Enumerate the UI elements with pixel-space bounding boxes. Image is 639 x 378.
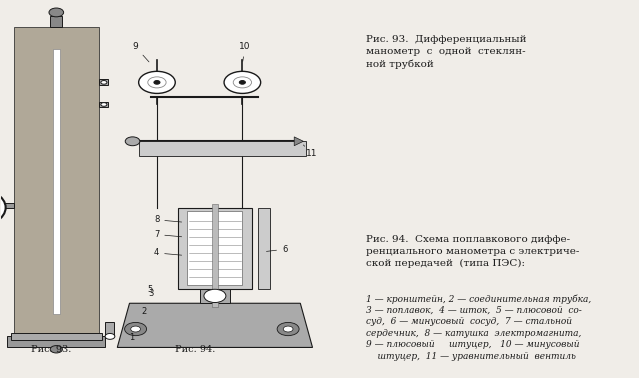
Text: Рис. 93.  Дифференциальный
манометр  с  одной  стеклян-
ной трубкой: Рис. 93. Дифференциальный манометр с одн… bbox=[366, 34, 527, 69]
Bar bbox=[10, 333, 102, 340]
Circle shape bbox=[139, 71, 175, 93]
Text: Рис. 94.  Схема поплавкового диффе-
ренциального манометра с электриче-
ской пер: Рис. 94. Схема поплавкового диффе- ренци… bbox=[366, 235, 580, 268]
Text: 1 — кронштейн, 2 — соединительная трубка,
3 — поплавок,  4 — шток,  5 — плюсовой: 1 — кронштейн, 2 — соединительная трубка… bbox=[366, 294, 592, 361]
Circle shape bbox=[204, 289, 226, 302]
Bar bbox=[212, 204, 218, 307]
Circle shape bbox=[277, 322, 299, 336]
Bar bbox=[99, 102, 108, 107]
Text: Рис. 94.: Рис. 94. bbox=[175, 345, 215, 354]
Circle shape bbox=[49, 8, 64, 17]
Text: 2: 2 bbox=[142, 307, 147, 316]
Circle shape bbox=[283, 326, 293, 332]
Bar bbox=[258, 208, 270, 288]
Text: 4: 4 bbox=[154, 248, 181, 257]
Circle shape bbox=[0, 187, 6, 228]
Polygon shape bbox=[118, 303, 312, 347]
Bar bbox=[99, 79, 108, 85]
Text: 7: 7 bbox=[154, 230, 181, 239]
Circle shape bbox=[125, 137, 140, 146]
Bar bbox=[0, 203, 13, 208]
Circle shape bbox=[233, 77, 252, 88]
Circle shape bbox=[105, 333, 115, 339]
Text: 6: 6 bbox=[266, 245, 288, 254]
Bar bbox=[139, 141, 307, 156]
Text: 1: 1 bbox=[130, 333, 135, 342]
Text: 9: 9 bbox=[132, 42, 149, 62]
Circle shape bbox=[125, 322, 146, 336]
Circle shape bbox=[50, 345, 63, 353]
Bar bbox=[13, 27, 99, 340]
Circle shape bbox=[224, 71, 261, 93]
Circle shape bbox=[148, 77, 166, 88]
Text: 3: 3 bbox=[148, 289, 153, 298]
Text: 11: 11 bbox=[304, 145, 318, 158]
Bar bbox=[178, 208, 252, 288]
Text: 10: 10 bbox=[240, 42, 251, 61]
Circle shape bbox=[101, 81, 107, 84]
Text: Рис. 93.: Рис. 93. bbox=[31, 345, 72, 354]
Bar bbox=[187, 211, 242, 285]
Text: 5: 5 bbox=[148, 285, 153, 294]
Circle shape bbox=[131, 326, 141, 332]
Bar bbox=[8, 336, 105, 347]
Bar bbox=[105, 322, 114, 336]
Bar bbox=[50, 16, 63, 27]
Text: 8: 8 bbox=[154, 215, 181, 224]
Circle shape bbox=[240, 81, 245, 84]
Circle shape bbox=[154, 81, 160, 84]
Bar bbox=[52, 49, 60, 314]
Circle shape bbox=[101, 103, 107, 106]
Polygon shape bbox=[294, 137, 304, 146]
Bar bbox=[199, 288, 230, 303]
